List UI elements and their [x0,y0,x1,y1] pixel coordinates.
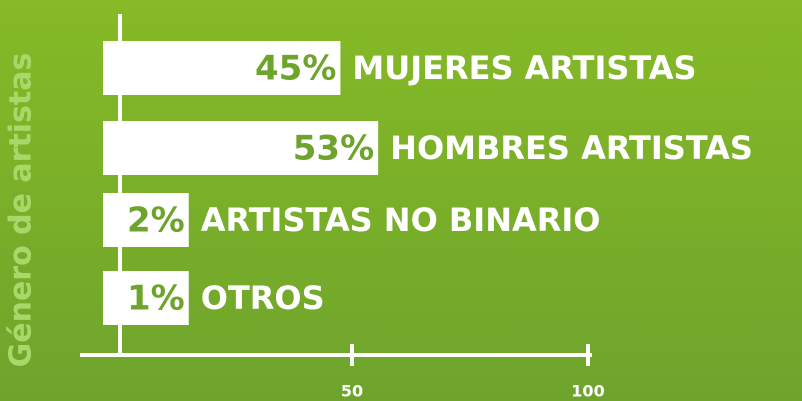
value-label: 45% [255,49,336,89]
category-label: HOMBRES ARTISTAS [390,129,753,167]
y-axis-label: Género de artistas [4,53,39,368]
category-label: OTROS [201,279,325,317]
bar [103,121,379,175]
category-label: MUJERES ARTISTAS [352,49,696,87]
value-label: 2% [127,201,185,241]
bar [103,271,189,325]
x-tick-label: 50 [341,382,363,401]
bar [103,193,189,247]
category-label: ARTISTAS NO BINARIO [201,201,601,239]
value-label: 1% [127,279,185,319]
bar [103,41,341,95]
x-tick-label: 100 [571,382,604,401]
value-label: 53% [293,129,374,169]
